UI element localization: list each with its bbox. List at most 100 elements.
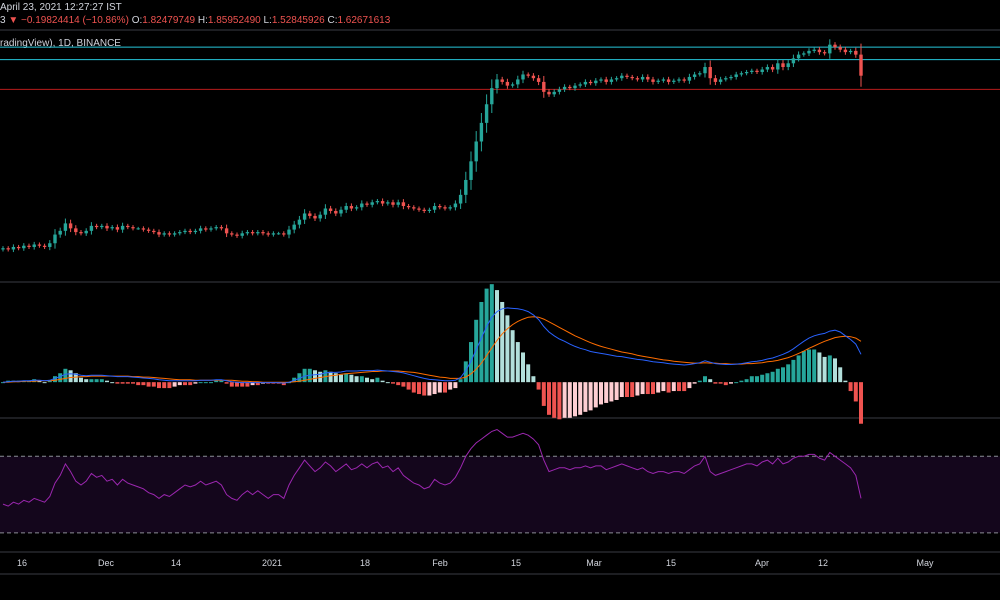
histogram-bar: [614, 382, 619, 400]
candle-body: [848, 50, 853, 53]
change-down-icon: ▼: [8, 15, 19, 26]
candle-body: [833, 44, 837, 48]
macd-line: [2, 307, 862, 384]
candle-body: [6, 248, 10, 250]
histogram-bar: [131, 382, 135, 384]
histogram-bar: [224, 382, 229, 384]
candle-body: [427, 209, 432, 211]
histogram-bar: [703, 376, 707, 383]
histogram-bar: [521, 352, 525, 383]
candle-body: [718, 79, 723, 82]
histogram-bar: [443, 382, 447, 393]
open-label: O:: [131, 15, 143, 26]
candle-body: [256, 232, 260, 234]
candle-body: [770, 67, 775, 70]
histogram-bar: [63, 368, 68, 383]
candle-body: [94, 225, 99, 228]
histogram-bar: [843, 380, 848, 383]
candle-body: [360, 203, 364, 208]
candle-body: [214, 227, 218, 229]
histogram-bar: [339, 374, 343, 383]
histogram-bar: [151, 382, 156, 387]
candle-body: [495, 79, 499, 89]
pane-frame: [0, 29, 1000, 575]
histogram-bar: [411, 382, 416, 393]
histogram-bar: [406, 382, 411, 390]
candle-body: [308, 213, 312, 216]
histogram-bar: [458, 379, 463, 383]
close-label: C:: [327, 15, 338, 26]
candle-body: [453, 203, 458, 208]
histogram-bar: [68, 370, 73, 383]
candle-body: [854, 50, 858, 55]
candle-body: [516, 79, 520, 85]
ohlc-legend: 3 ▼ −0.19824414 (−10.86%) O:1.82479749 H…: [0, 15, 390, 27]
candle-body: [672, 80, 676, 82]
candle-body: [521, 74, 525, 80]
histogram-bar: [739, 380, 744, 383]
histogram-bar: [807, 349, 811, 383]
histogram-bar: [42, 382, 47, 384]
histogram-bar: [604, 382, 609, 403]
histogram-bar: [697, 380, 702, 383]
histogram-bar: [859, 382, 863, 424]
histogram-bar: [723, 382, 728, 386]
histogram-bar: [380, 380, 385, 383]
candle-body: [443, 207, 447, 209]
histogram-bar: [58, 373, 63, 383]
candle-body: [126, 225, 130, 228]
candle-body: [146, 229, 151, 231]
histogram-bar: [125, 382, 130, 384]
candle-body: [588, 81, 593, 84]
histogram-bar: [775, 368, 780, 383]
rsi-band: [0, 456, 1000, 533]
histogram-bar: [573, 382, 577, 417]
candle-body: [505, 81, 510, 86]
candle-body: [464, 179, 468, 195]
x-tick-label: 12: [818, 558, 828, 568]
histogram-bar: [552, 382, 557, 418]
histogram-bar: [172, 382, 177, 387]
candle-body: [729, 76, 733, 79]
histogram-bar: [198, 382, 203, 384]
candle-body: [328, 208, 333, 211]
histogram-bar: [682, 382, 687, 392]
histogram-bar: [47, 380, 52, 383]
histogram-bar: [344, 373, 349, 383]
candle-body: [438, 206, 442, 208]
histogram-bar: [183, 382, 187, 386]
histogram-bar: [838, 367, 843, 383]
x-tick-label: Mar: [586, 558, 602, 568]
histogram-bar: [687, 382, 692, 389]
candle-body: [687, 76, 692, 81]
candle-body: [578, 84, 582, 86]
histogram-bar: [302, 368, 307, 383]
candle-body: [74, 228, 78, 233]
candle-body: [474, 141, 478, 162]
candle-body: [817, 49, 822, 53]
candle-body: [349, 206, 354, 209]
candle-body: [219, 227, 224, 229]
histogram-bar: [562, 382, 567, 418]
candle-body: [713, 78, 718, 82]
histogram-bar: [375, 377, 380, 383]
candle-body: [209, 228, 213, 230]
histogram-bar: [99, 379, 104, 383]
candle-body: [245, 232, 250, 234]
histogram-bar: [583, 382, 588, 412]
candle-body: [354, 207, 359, 209]
histogram-bar: [609, 382, 614, 402]
candle-body: [822, 52, 827, 54]
histogram-bar: [713, 382, 718, 384]
candle-body: [386, 202, 390, 204]
candle-body: [432, 206, 437, 210]
low-value: 1.52845926: [271, 15, 325, 26]
candle-body: [318, 214, 322, 219]
histogram-bar: [744, 379, 749, 383]
candle-body: [666, 79, 671, 82]
x-tick-label: Feb: [432, 558, 448, 568]
candle-body: [261, 232, 265, 234]
candle-body: [620, 75, 624, 79]
candle-body: [63, 223, 68, 231]
